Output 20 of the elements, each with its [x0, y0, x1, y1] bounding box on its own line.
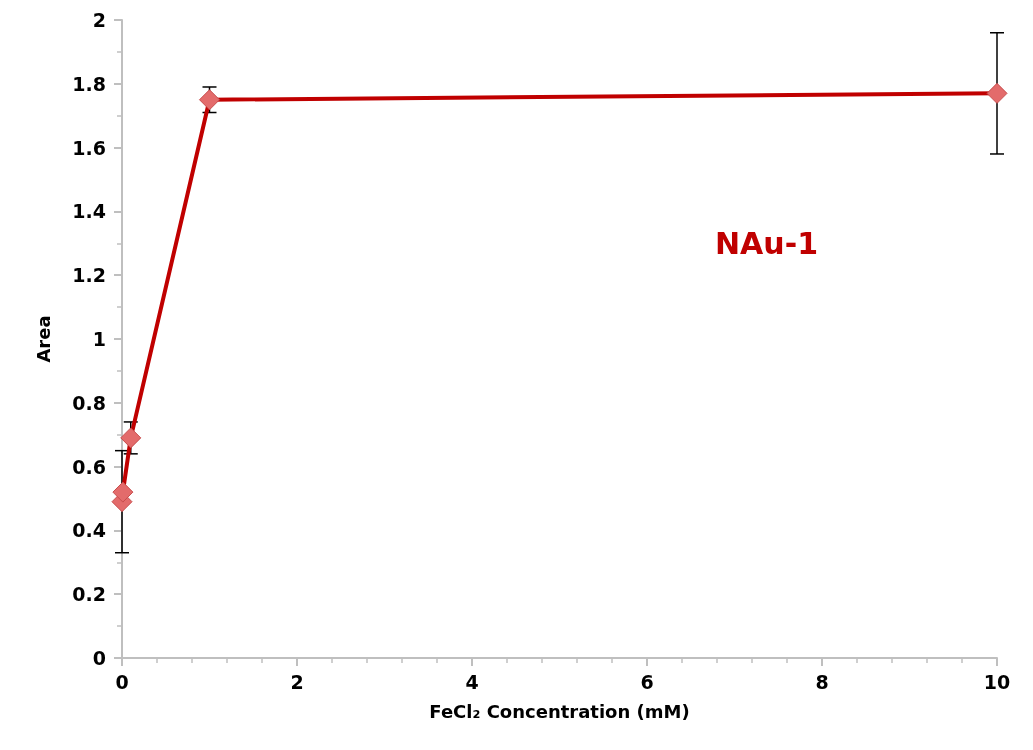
x-tick-label: 0 — [115, 670, 129, 693]
y-tick-label: 1.8 — [72, 72, 106, 95]
x-tick-label: 8 — [815, 670, 829, 693]
y-tick-label: 1 — [92, 328, 106, 350]
y-tick-label: 0 — [92, 647, 106, 669]
x-tick-label: 10 — [983, 670, 1011, 693]
y-axis-title: Area — [32, 315, 54, 363]
y-tick-label: 1.6 — [72, 136, 106, 159]
x-axis-title: FeCl₂ Concentration (mM) — [429, 700, 690, 722]
text: NAu-1 — [715, 225, 819, 261]
y-tick-label: 0.8 — [72, 391, 106, 414]
y-tick-label: 0.4 — [72, 519, 106, 542]
y-tick-label: 2 — [92, 9, 106, 31]
x-tick-label: 4 — [465, 670, 479, 693]
x-tick-label: 6 — [640, 670, 654, 693]
y-tick-label: 1.2 — [72, 264, 106, 287]
x-tick-label: 2 — [290, 670, 304, 693]
y-tick-label: 0.2 — [72, 583, 106, 606]
y-tick-label: 1.4 — [72, 200, 106, 223]
y-tick-label: 0.6 — [72, 455, 106, 478]
